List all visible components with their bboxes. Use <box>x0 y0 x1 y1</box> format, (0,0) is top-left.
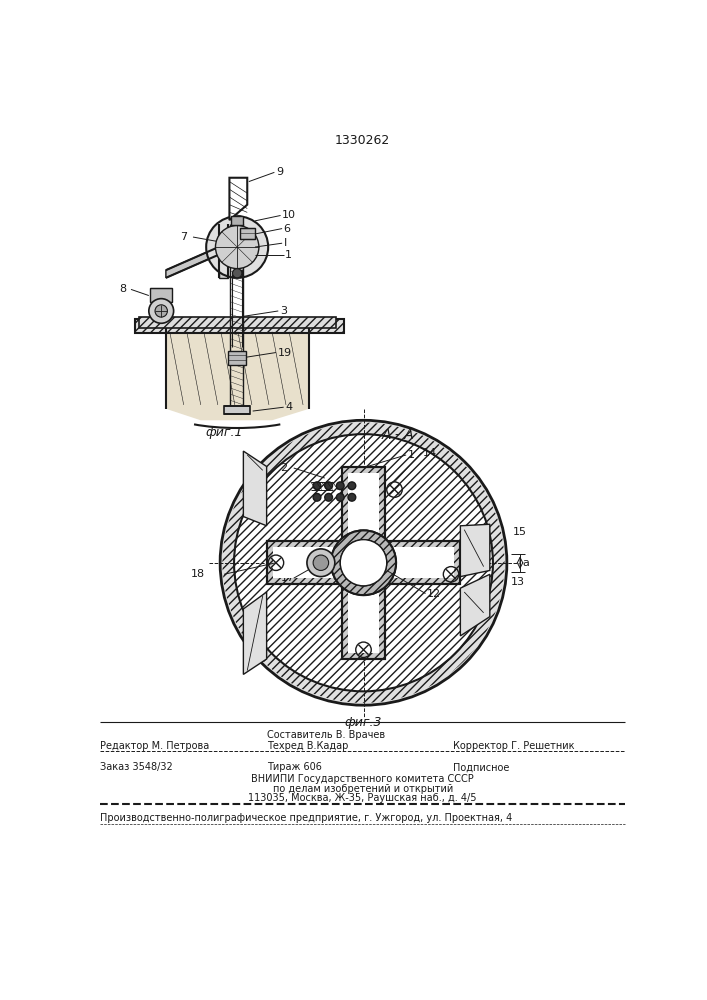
Text: Производственно-полиграфическое предприятие, г. Ужгород, ул. Проектная, 4: Производственно-полиграфическое предприя… <box>100 813 513 823</box>
Circle shape <box>348 493 356 501</box>
Text: a: a <box>522 558 530 568</box>
Bar <box>233 270 242 276</box>
Circle shape <box>340 540 387 586</box>
Text: 1330262: 1330262 <box>335 134 390 147</box>
Text: Редактор М. Петрова: Редактор М. Петрова <box>100 741 209 751</box>
Text: Составитель В. Врачев: Составитель В. Врачев <box>267 730 385 740</box>
Text: фиг.1: фиг.1 <box>205 426 243 439</box>
Text: 8: 8 <box>119 284 127 294</box>
Polygon shape <box>243 592 267 674</box>
Bar <box>218 224 228 278</box>
Circle shape <box>307 549 335 577</box>
Circle shape <box>337 493 344 501</box>
Bar <box>341 466 385 659</box>
Text: 7: 7 <box>180 232 187 242</box>
Text: 13: 13 <box>510 577 525 587</box>
Bar <box>240 228 255 239</box>
Text: Заказ 3548/32: Заказ 3548/32 <box>100 762 173 772</box>
Text: Корректор Г. Решетник: Корректор Г. Решетник <box>452 741 574 751</box>
Text: 3: 3 <box>280 306 287 316</box>
Text: ВНИИПИ Государственного комитета СССР: ВНИИПИ Государственного комитета СССР <box>252 774 474 784</box>
Bar <box>135 319 344 333</box>
Polygon shape <box>460 524 490 577</box>
Bar <box>231 216 243 225</box>
Polygon shape <box>230 178 247 220</box>
Circle shape <box>331 530 396 595</box>
Bar <box>348 473 379 653</box>
Text: 2: 2 <box>280 463 287 473</box>
Circle shape <box>331 530 396 595</box>
Text: 14: 14 <box>423 448 438 458</box>
Text: 4: 4 <box>285 402 293 412</box>
Bar <box>341 541 385 584</box>
Text: фиг.3: фиг.3 <box>345 716 382 729</box>
Bar <box>267 541 460 584</box>
Text: 17: 17 <box>281 573 295 583</box>
Text: 113035, Москва, Ж-35, Раушская наб., д. 4/5: 113035, Москва, Ж-35, Раушская наб., д. … <box>248 793 477 803</box>
Text: Тираж 606: Тираж 606 <box>267 762 322 772</box>
Circle shape <box>206 216 268 278</box>
Circle shape <box>325 482 332 490</box>
Bar <box>267 541 460 584</box>
Bar <box>341 466 385 659</box>
Text: 6: 6 <box>284 224 291 234</box>
Text: Техред В.Кадар: Техред В.Кадар <box>267 741 348 751</box>
Circle shape <box>155 305 168 317</box>
Text: I: I <box>284 238 287 248</box>
Polygon shape <box>460 574 490 636</box>
Circle shape <box>313 493 321 501</box>
Circle shape <box>220 420 507 705</box>
Circle shape <box>149 299 174 323</box>
Polygon shape <box>243 451 267 526</box>
Bar <box>151 288 172 302</box>
Polygon shape <box>166 328 309 420</box>
Text: 1: 1 <box>408 450 415 460</box>
Text: 18: 18 <box>190 569 204 579</box>
Circle shape <box>313 482 321 490</box>
Text: 12: 12 <box>427 589 441 599</box>
Circle shape <box>216 225 259 269</box>
Circle shape <box>348 482 356 490</box>
Text: по делам изобретений и открытий: по делам изобретений и открытий <box>273 784 453 794</box>
Bar <box>224 406 250 414</box>
Text: 1: 1 <box>285 250 292 260</box>
Text: 19: 19 <box>277 348 291 358</box>
Polygon shape <box>139 317 337 328</box>
Text: А - А: А - А <box>382 428 415 442</box>
Bar <box>228 351 246 365</box>
Circle shape <box>340 540 387 586</box>
Text: 15: 15 <box>513 527 527 537</box>
Circle shape <box>234 434 493 691</box>
Circle shape <box>233 269 242 278</box>
Text: Подписное: Подписное <box>452 762 509 772</box>
Text: 9: 9 <box>276 167 283 177</box>
Circle shape <box>313 555 329 570</box>
Text: 10: 10 <box>282 210 296 220</box>
Circle shape <box>337 482 344 490</box>
Bar <box>273 547 454 578</box>
Polygon shape <box>166 247 218 278</box>
Circle shape <box>325 493 332 501</box>
